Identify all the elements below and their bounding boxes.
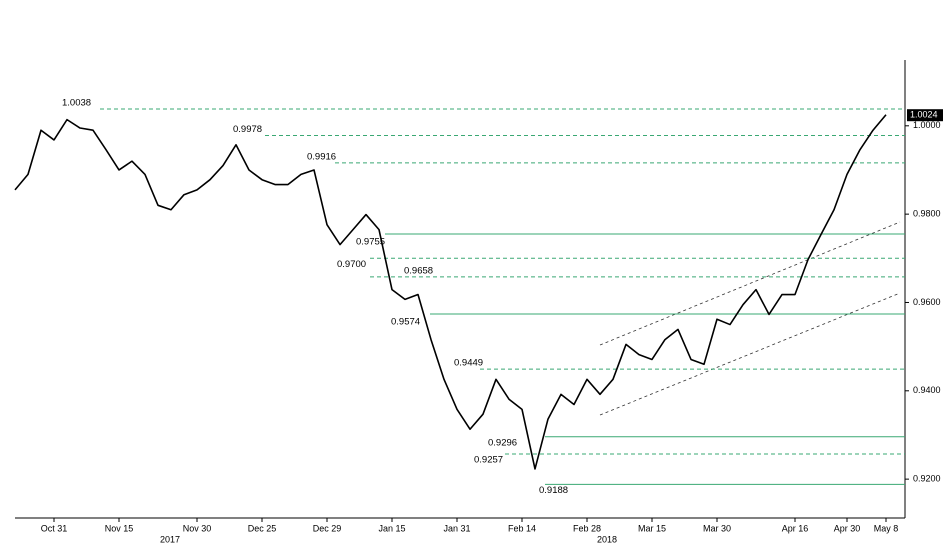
y-tick-label: 0.9800 — [913, 209, 941, 219]
x-tick-label: Jan 15 — [378, 523, 405, 533]
channel-lower — [599, 292, 901, 416]
level-label: 1.0038 — [62, 98, 91, 109]
level-label: 0.9188 — [539, 485, 568, 496]
level-label: 0.9978 — [233, 124, 262, 135]
y-tick-label: 1.0000 — [913, 120, 941, 130]
level-label: 0.9658 — [404, 265, 433, 276]
level-label: 0.9574 — [391, 316, 420, 327]
year-label: 2017 — [160, 534, 180, 544]
year-label: 2018 — [597, 534, 617, 544]
x-tick-label: Apr 16 — [782, 523, 809, 533]
level-label: 0.9916 — [307, 151, 336, 162]
x-tick-label: Dec 29 — [313, 523, 342, 533]
x-tick-label: Mar 15 — [638, 523, 666, 533]
x-tick-label: Apr 30 — [834, 523, 861, 533]
price-line — [14, 114, 887, 470]
y-tick-label: 0.9600 — [913, 297, 941, 307]
level-label: 0.9700 — [337, 259, 366, 270]
level-label: 0.9296 — [488, 437, 517, 448]
y-tick-label: 0.9200 — [913, 474, 941, 484]
level-label: 0.9257 — [474, 454, 503, 465]
x-tick-label: Oct 31 — [41, 523, 68, 533]
last-value-box — [907, 109, 943, 122]
x-tick-label: Nov 15 — [105, 523, 134, 533]
x-tick-label: Mar 30 — [703, 523, 731, 533]
level-label: 0.9755 — [356, 237, 385, 248]
x-tick-label: Jan 31 — [443, 523, 470, 533]
channel-upper — [599, 221, 901, 346]
last-value-label: 1.0024 — [910, 110, 938, 120]
x-tick-label: Dec 25 — [248, 523, 277, 533]
x-tick-label: Feb 28 — [573, 523, 601, 533]
x-tick-label: Feb 14 — [508, 523, 536, 533]
y-tick-label: 0.9400 — [913, 385, 941, 395]
x-tick-label: May 8 — [874, 523, 899, 533]
level-label: 0.9449 — [454, 358, 483, 369]
x-tick-label: Nov 30 — [183, 523, 212, 533]
